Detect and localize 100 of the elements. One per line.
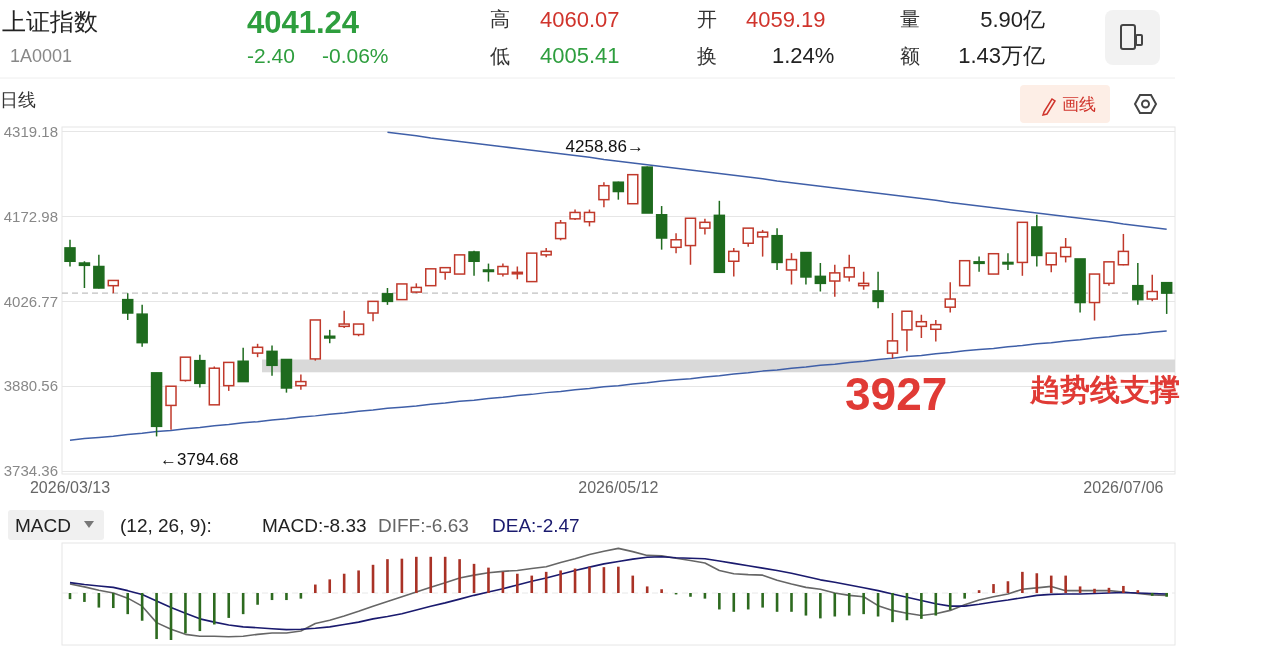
x-tick-label: 2026/07/06 (1083, 479, 1164, 496)
bar (184, 593, 187, 634)
candlestick (728, 247, 740, 278)
text: 5.90亿 (980, 7, 1045, 32)
candlestick (1132, 262, 1144, 306)
text: -2.40 (247, 44, 295, 67)
bar (718, 593, 721, 610)
bar (790, 593, 793, 612)
text: 开 (697, 8, 717, 30)
chart-title: MACD (15, 515, 71, 536)
text: MACD:-8.33 (262, 515, 367, 536)
candlestick (901, 310, 913, 353)
candlestick (742, 227, 754, 248)
y-tick-label: 3734.36 (3, 462, 58, 480)
line-series (386, 131, 1168, 231)
text: 4060.07 (540, 7, 620, 32)
bar (746, 593, 750, 610)
y-tick-label: 3880.56 (3, 377, 58, 395)
candlestick (554, 219, 567, 242)
bar (314, 584, 317, 593)
candlestick (78, 260, 91, 289)
candlestick (237, 347, 249, 383)
candlestick (1002, 252, 1014, 271)
bar (559, 570, 562, 593)
bar (891, 593, 894, 623)
annotation: 趋势线支撑 (1029, 373, 1180, 406)
text: 画线 (1062, 95, 1096, 114)
bar (429, 556, 433, 593)
candlestick (165, 385, 177, 431)
bar (732, 593, 736, 612)
bar (689, 593, 692, 597)
text: DIFF:-6.63 (378, 515, 469, 536)
bar (1093, 588, 1096, 593)
bar (862, 593, 865, 615)
candlestick (785, 252, 798, 286)
bar (256, 593, 259, 605)
text: 4041.24 (247, 5, 360, 40)
candlestick (756, 229, 769, 258)
chart-subtitle: 1A0001 (10, 46, 73, 66)
candlestick (973, 255, 985, 273)
bar (920, 593, 923, 619)
candlestick (482, 262, 495, 283)
bar (213, 593, 216, 625)
bar (357, 570, 360, 593)
bar (992, 584, 995, 593)
text: 1.43万亿 (958, 43, 1045, 68)
y-tick-label: 4319.18 (3, 122, 58, 140)
y-tick-label: 4026.77 (3, 292, 58, 310)
bar (530, 575, 534, 593)
candlestick (1117, 233, 1130, 267)
band-label: 3927 (845, 368, 948, 420)
candlestick (915, 313, 928, 339)
candlestick (872, 270, 884, 310)
annotation: 4258.86→ (565, 137, 644, 156)
candlestick (612, 180, 625, 201)
candlestick (179, 356, 192, 383)
bar (487, 567, 490, 593)
candlestick (1059, 237, 1072, 264)
text: 额 (900, 45, 920, 67)
candlestick (1146, 273, 1158, 303)
bar (415, 556, 418, 593)
bar (126, 593, 130, 615)
bar (963, 593, 966, 599)
chart-title: 上证指数 (2, 8, 98, 35)
bar (660, 589, 663, 593)
bar (285, 593, 288, 601)
bar (83, 593, 86, 602)
bar (1049, 575, 1053, 593)
bar (588, 566, 591, 593)
bar (227, 593, 231, 618)
candlestick (598, 181, 610, 208)
text: 换 (697, 45, 717, 67)
x-tick-label: 2026/03/13 (29, 479, 111, 496)
text: 日线 (0, 90, 36, 110)
candlestick (1045, 252, 1057, 274)
bar (645, 586, 649, 593)
bar (948, 593, 952, 610)
candlestick (670, 232, 682, 254)
bar (1064, 575, 1067, 593)
bar (1150, 593, 1154, 596)
candlestick (367, 300, 379, 322)
text: 4005.41 (540, 43, 620, 68)
candlestick (1103, 261, 1115, 287)
text: 量 (900, 8, 920, 30)
text: 4059.19 (746, 7, 826, 32)
candlestick (121, 292, 134, 321)
text: -0.06% (322, 44, 389, 67)
candlestick (944, 281, 956, 314)
candlestick (468, 250, 480, 277)
candlestick (987, 252, 1000, 275)
bar (617, 566, 620, 593)
bar (631, 575, 635, 593)
candlestick (194, 354, 206, 389)
candlestick (93, 254, 105, 290)
bar (833, 593, 837, 617)
text: 1.24% (772, 43, 835, 68)
candlestick (843, 254, 855, 283)
bar (1021, 571, 1024, 593)
text: 低 (490, 45, 510, 67)
annotation: ←3794.68 (160, 450, 239, 469)
